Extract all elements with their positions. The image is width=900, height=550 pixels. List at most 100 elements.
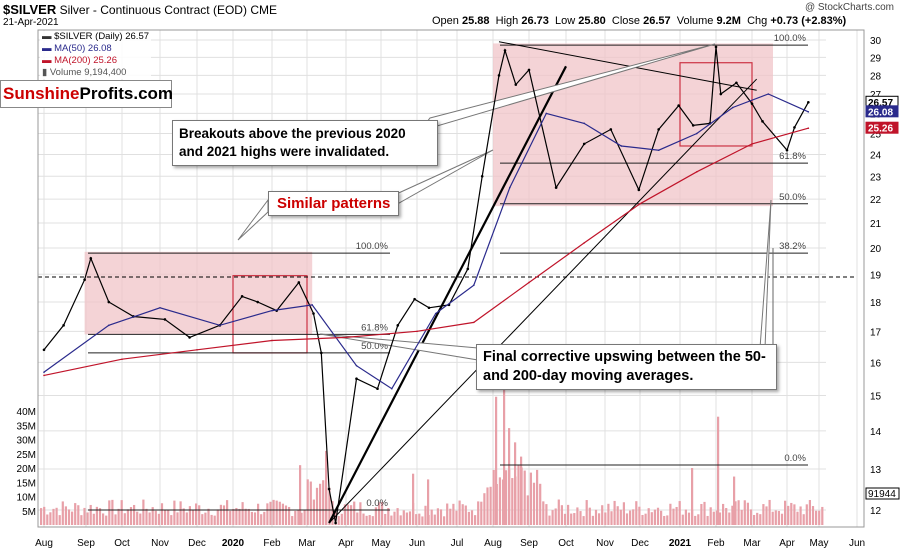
volume-bar [551,510,554,525]
axes: 12131415161718192021222324252627282930Au… [17,36,882,549]
volume-bar [443,516,446,525]
volume-bar [154,510,157,525]
volume-bar [632,509,635,525]
x-tick-label: Nov [151,538,169,549]
data-point [327,487,331,491]
volume-bar [461,504,464,525]
volume-bar [449,508,452,525]
volume-spike [412,473,415,525]
high-label: High [495,15,519,27]
data-point [609,128,613,131]
volume-bar [725,508,728,525]
volume-bar [523,470,526,525]
volume-bar [607,503,610,525]
volume-spike [508,428,511,525]
volume-bar [126,509,129,525]
chart-legend: ▬ $SILVER (Daily) 26.57 ▬ MA(50) 26.08 ▬… [40,31,152,79]
data-point [376,387,379,391]
volume-bar [405,512,408,525]
data-point [108,324,110,327]
volume-bar [337,516,340,525]
volume-bar [737,500,740,525]
volume-bar [170,515,173,525]
volume-bar [64,506,67,525]
volume-bar [331,501,334,525]
volume-bar [477,501,480,525]
volume-bar [384,513,387,525]
volume-bar [210,514,213,525]
volume-bar [694,515,697,525]
data-point [196,348,198,351]
data-point [657,128,660,131]
volume-bar [660,510,663,525]
volume-bar [709,507,712,525]
volume-bar [756,512,759,525]
long-trendline [328,78,758,524]
chart-title: $SILVER Silver - Continuous Contract (EO… [3,2,277,17]
x-tick-label: Aug [484,538,502,549]
x-tick-label: Aug [35,538,53,549]
data-point [807,100,810,104]
volume-bar [315,487,319,525]
volume-bar [554,508,557,525]
data-point [434,312,437,315]
volume-bar [365,515,368,525]
volume-bar [408,511,412,525]
volume-bar [266,503,269,525]
volume-bar [46,514,49,525]
data-point [121,358,123,361]
volume-bar [89,504,92,525]
data-point [807,111,810,113]
volume-bar [653,509,656,525]
y-tick-label: 29 [870,53,882,64]
volume-spike [514,442,517,525]
fib-label: 0.0% [784,453,806,464]
fib-label: 50.0% [361,341,388,352]
data-point [637,188,641,192]
volume-bar [625,513,629,525]
volume-bar [570,513,573,525]
volume-bar [303,509,306,525]
volume-bar [604,512,607,525]
data-point [355,377,358,381]
volume-bar [275,500,278,525]
x-tick-label: Jun [409,538,425,549]
volume-bar [539,483,542,525]
y-tick-label: 23 [870,172,882,183]
volume-spike [495,396,498,525]
pattern-box-2021 [493,43,773,207]
volume-bar [647,508,650,525]
volume-bar [111,499,114,525]
data-point [320,351,323,355]
data-point [473,284,475,287]
data-point [271,309,273,312]
data-point [761,120,764,123]
volume-bar [774,510,777,525]
data-point [527,68,531,72]
volume-bar [542,501,545,525]
data-point [416,330,418,333]
volume-bar [821,506,824,525]
volume-bar [740,509,743,525]
volume-bar [80,515,83,525]
x-tick-label: Dec [188,538,206,549]
x-tick-label: Dec [631,538,649,549]
x-tick-label: Oct [558,538,574,549]
value-tag-ma50 [865,105,899,118]
volume-bar [371,516,374,525]
volume-value-tag-text: 91944 [868,489,896,500]
volume-bar [291,516,294,525]
volume-bar [164,510,167,525]
volume-bar [136,511,139,525]
volume-bar [505,470,508,525]
data-point [691,124,695,127]
volume-bar [622,502,625,525]
volume-bar [486,487,489,525]
volume-bar [669,503,672,525]
data-point [62,324,65,327]
volume-bar [362,513,365,525]
volume-bar [678,501,681,525]
volume-bar [560,505,563,525]
volume-bar [151,507,154,525]
data-point [427,306,431,310]
